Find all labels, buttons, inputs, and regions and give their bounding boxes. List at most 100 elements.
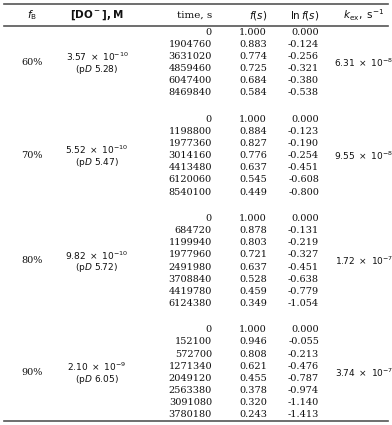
Text: 0.349: 0.349 xyxy=(239,299,267,308)
Text: 6047400: 6047400 xyxy=(169,76,212,85)
Text: $5.52\ \times\ 10^{-10}$: $5.52\ \times\ 10^{-10}$ xyxy=(65,144,129,156)
Text: 0.776: 0.776 xyxy=(239,151,267,160)
Text: 0.621: 0.621 xyxy=(239,362,267,371)
Text: 0.684: 0.684 xyxy=(239,76,267,85)
Text: 0.455: 0.455 xyxy=(239,374,267,383)
Text: -0.451: -0.451 xyxy=(288,163,319,172)
Text: 8469840: 8469840 xyxy=(169,88,212,97)
Text: 0.721: 0.721 xyxy=(239,250,267,259)
Text: 0.320: 0.320 xyxy=(239,398,267,407)
Text: 152100: 152100 xyxy=(175,337,212,346)
Text: 0.000: 0.000 xyxy=(291,28,319,37)
Text: -0.451: -0.451 xyxy=(288,263,319,272)
Text: 0.883: 0.883 xyxy=(239,40,267,49)
Text: $\mathbf{[DO^-], M}$: $\mathbf{[DO^-], M}$ xyxy=(70,8,124,22)
Text: 0.449: 0.449 xyxy=(239,188,267,197)
Text: 6124380: 6124380 xyxy=(169,299,212,308)
Text: -1.054: -1.054 xyxy=(288,299,319,308)
Text: -0.254: -0.254 xyxy=(288,151,319,160)
Text: 1.000: 1.000 xyxy=(239,214,267,223)
Text: 1199940: 1199940 xyxy=(169,238,212,247)
Text: -0.787: -0.787 xyxy=(288,374,319,383)
Text: 0.803: 0.803 xyxy=(239,238,267,247)
Text: (p$\mathit{D}$ 5.47): (p$\mathit{D}$ 5.47) xyxy=(75,156,119,169)
Text: 80%: 80% xyxy=(21,256,43,266)
Text: 3091080: 3091080 xyxy=(169,398,212,407)
Text: 0.584: 0.584 xyxy=(239,88,267,97)
Text: time, s: time, s xyxy=(177,11,212,20)
Text: $9.55\ \times\ 10^{-8}$: $9.55\ \times\ 10^{-8}$ xyxy=(334,150,392,162)
Text: 60%: 60% xyxy=(21,58,43,67)
Text: 0.827: 0.827 xyxy=(239,139,267,148)
Text: 8540100: 8540100 xyxy=(169,188,212,197)
Text: -0.476: -0.476 xyxy=(288,362,319,371)
Text: 0.545: 0.545 xyxy=(239,176,267,184)
Text: 1977960: 1977960 xyxy=(169,250,212,259)
Text: -0.327: -0.327 xyxy=(288,250,319,259)
Text: 0: 0 xyxy=(206,115,212,124)
Text: 0.637: 0.637 xyxy=(239,163,267,172)
Text: 1198800: 1198800 xyxy=(169,127,212,136)
Text: 684720: 684720 xyxy=(175,226,212,235)
Text: 572700: 572700 xyxy=(175,349,212,359)
Text: 0.884: 0.884 xyxy=(239,127,267,136)
Text: 2491980: 2491980 xyxy=(169,263,212,272)
Text: 1904760: 1904760 xyxy=(169,40,212,49)
Text: -0.190: -0.190 xyxy=(288,139,319,148)
Text: 3631020: 3631020 xyxy=(169,52,212,61)
Text: 0.243: 0.243 xyxy=(239,411,267,419)
Text: 0.000: 0.000 xyxy=(291,325,319,334)
Text: -0.256: -0.256 xyxy=(288,52,319,61)
Text: 1271340: 1271340 xyxy=(169,362,212,371)
Text: 0.725: 0.725 xyxy=(239,64,267,73)
Text: -1.140: -1.140 xyxy=(288,398,319,407)
Text: $9.82\ \times\ 10^{-10}$: $9.82\ \times\ 10^{-10}$ xyxy=(65,249,129,262)
Text: $2.10\ \times\ 10^{-9}$: $2.10\ \times\ 10^{-9}$ xyxy=(67,361,127,373)
Text: -0.974: -0.974 xyxy=(288,386,319,395)
Text: -0.779: -0.779 xyxy=(288,287,319,296)
Text: 0.528: 0.528 xyxy=(239,275,267,284)
Text: -0.213: -0.213 xyxy=(288,349,319,359)
Text: -0.321: -0.321 xyxy=(288,64,319,73)
Text: 0.378: 0.378 xyxy=(239,386,267,395)
Text: $1.72\ \times\ 10^{-7}$: $1.72\ \times\ 10^{-7}$ xyxy=(335,255,392,267)
Text: -1.413: -1.413 xyxy=(288,411,319,419)
Text: -0.538: -0.538 xyxy=(288,88,319,97)
Text: 0: 0 xyxy=(206,28,212,37)
Text: 3014160: 3014160 xyxy=(169,151,212,160)
Text: -0.219: -0.219 xyxy=(288,238,319,247)
Text: 4859460: 4859460 xyxy=(169,64,212,73)
Text: 0.459: 0.459 xyxy=(239,287,267,296)
Text: 0.637: 0.637 xyxy=(239,263,267,272)
Text: $\mathit{f}_\mathrm{B}$: $\mathit{f}_\mathrm{B}$ xyxy=(27,8,37,22)
Text: -0.131: -0.131 xyxy=(288,226,319,235)
Text: 3780180: 3780180 xyxy=(169,411,212,419)
Text: 4413480: 4413480 xyxy=(169,163,212,172)
Text: $3.57\ \times\ 10^{-10}$: $3.57\ \times\ 10^{-10}$ xyxy=(65,51,128,63)
Text: 90%: 90% xyxy=(21,368,43,377)
Text: 4419780: 4419780 xyxy=(169,287,212,296)
Text: 2563380: 2563380 xyxy=(169,386,212,395)
Text: 0.000: 0.000 xyxy=(291,214,319,223)
Text: 0.774: 0.774 xyxy=(239,52,267,61)
Text: -0.123: -0.123 xyxy=(288,127,319,136)
Text: 1.000: 1.000 xyxy=(239,325,267,334)
Text: $6.31\ \times\ 10^{-8}$: $6.31\ \times\ 10^{-8}$ xyxy=(334,57,392,69)
Text: 1977360: 1977360 xyxy=(169,139,212,148)
Text: 0: 0 xyxy=(206,214,212,223)
Text: $\ln\mathit{f}(s)$: $\ln\mathit{f}(s)$ xyxy=(290,8,319,22)
Text: 0.878: 0.878 xyxy=(239,226,267,235)
Text: (p$\mathit{D}$ 5.28): (p$\mathit{D}$ 5.28) xyxy=(75,63,119,76)
Text: 1.000: 1.000 xyxy=(239,115,267,124)
Text: -0.608: -0.608 xyxy=(288,176,319,184)
Text: $\mathit{f}(s)$: $\mathit{f}(s)$ xyxy=(249,8,267,22)
Text: -0.124: -0.124 xyxy=(288,40,319,49)
Text: 3708840: 3708840 xyxy=(169,275,212,284)
Text: $\mathit{k}_{\mathrm{ex}},\ \mathrm{s}^{-1}$: $\mathit{k}_{\mathrm{ex}},\ \mathrm{s}^{… xyxy=(343,7,385,23)
Text: 0: 0 xyxy=(206,325,212,334)
Text: 6120060: 6120060 xyxy=(169,176,212,184)
Text: 1.000: 1.000 xyxy=(239,28,267,37)
Text: 0.808: 0.808 xyxy=(240,349,267,359)
Text: $3.74\ \times\ 10^{-7}$: $3.74\ \times\ 10^{-7}$ xyxy=(335,366,392,379)
Text: 70%: 70% xyxy=(21,151,43,160)
